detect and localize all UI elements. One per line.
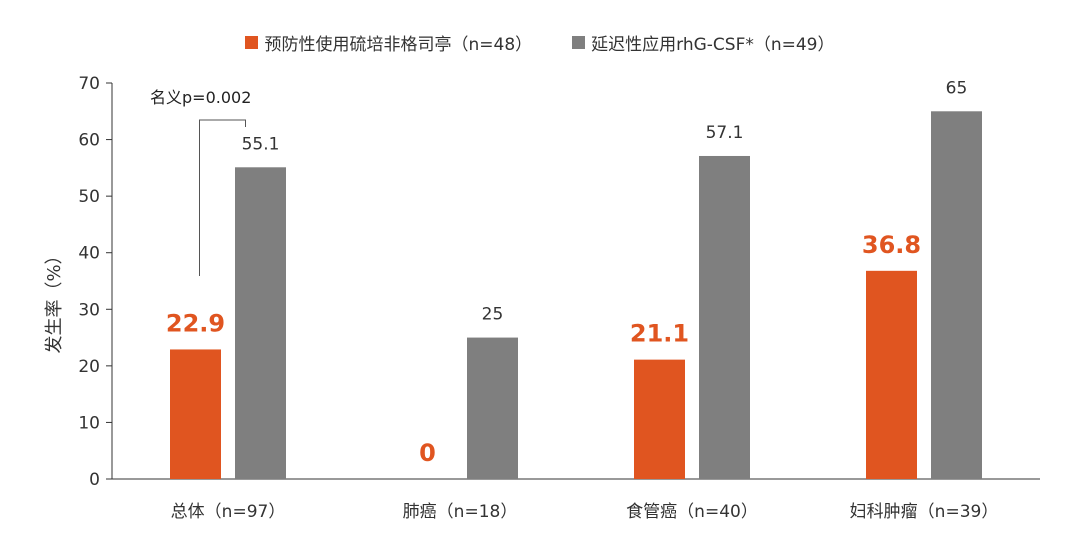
y-tick-label: 40 xyxy=(78,244,100,264)
data-label-prophylactic: 22.9 xyxy=(166,309,225,337)
x-tick-label: 肺癌（n=18） xyxy=(403,502,518,522)
data-label-delayed: 57.1 xyxy=(706,123,744,143)
bar-prophylactic xyxy=(170,349,221,479)
y-tick-label: 10 xyxy=(78,413,100,433)
data-label-prophylactic: 21.1 xyxy=(630,320,689,348)
bar-delayed xyxy=(235,167,286,479)
y-tick-label: 20 xyxy=(78,357,100,377)
legend: 预防性使用硫培非格司亭（n=48） 延迟性应用rhG-CSF*（n=49） xyxy=(0,30,1080,55)
x-tick-label: 食管癌（n=40） xyxy=(626,502,758,522)
bar-delayed xyxy=(931,111,982,480)
legend-label-delayed: 延迟性应用rhG-CSF*（n=49） xyxy=(591,35,835,55)
bar-delayed xyxy=(467,337,518,479)
data-label-delayed: 55.1 xyxy=(242,134,280,154)
significance-annotation: 名义p=0.002 xyxy=(150,88,252,107)
legend-item-prophylactic: 预防性使用硫培非格司亭（n=48） xyxy=(245,30,532,55)
legend-item-delayed: 延迟性应用rhG-CSF*（n=49） xyxy=(572,30,835,55)
legend-swatch-gray xyxy=(572,36,586,49)
data-label-delayed: 25 xyxy=(482,305,504,325)
x-tick-label: 妇科肿瘤（n=39） xyxy=(850,502,999,522)
y-tick-label: 50 xyxy=(78,187,100,207)
x-tick-label: 总体（n=97） xyxy=(171,502,286,522)
data-label-prophylactic: 0 xyxy=(419,439,436,467)
bar-prophylactic xyxy=(634,359,685,479)
significance-bracket xyxy=(199,119,246,276)
bar-delayed xyxy=(699,155,750,479)
y-tick-label: 0 xyxy=(89,470,100,490)
data-label-delayed: 65 xyxy=(946,78,968,98)
bar-prophylactic xyxy=(866,270,917,479)
legend-swatch-orange xyxy=(245,36,259,49)
y-tick-label: 70 xyxy=(78,74,100,94)
y-tick-label: 30 xyxy=(78,300,100,320)
y-tick-label: 60 xyxy=(78,131,100,151)
data-label-prophylactic: 36.8 xyxy=(862,231,921,259)
legend-label-prophylactic: 预防性使用硫培非格司亭（n=48） xyxy=(264,35,533,55)
